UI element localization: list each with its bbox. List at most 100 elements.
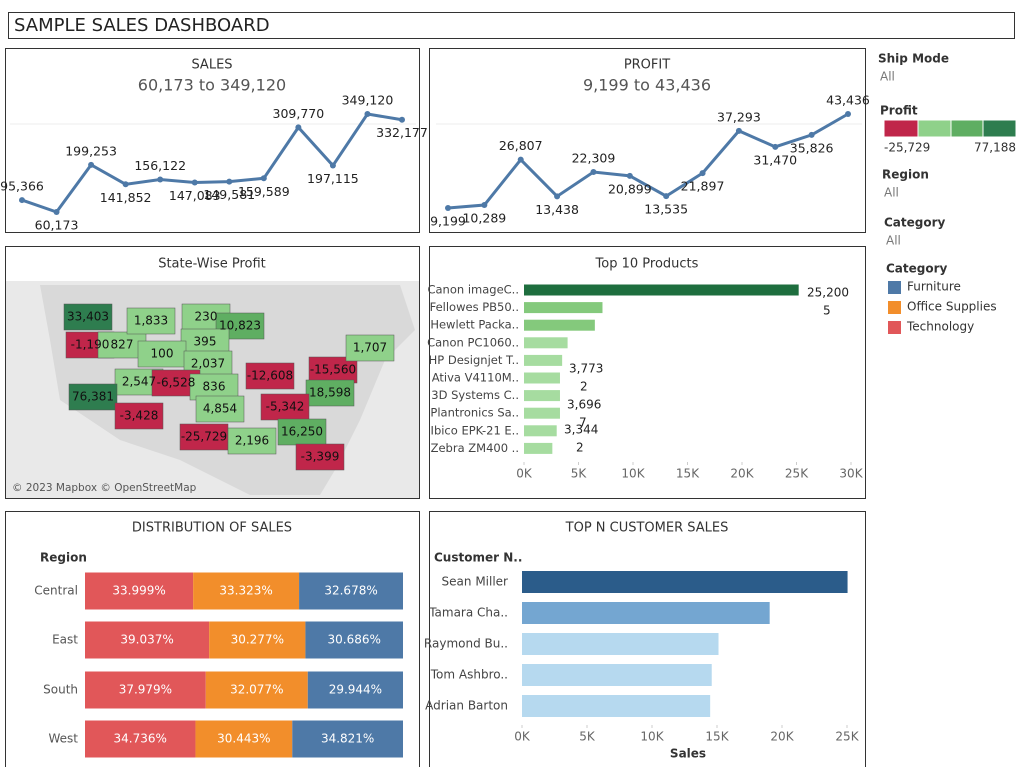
bar bbox=[524, 319, 595, 331]
bar bbox=[522, 602, 770, 624]
data-label: 16,250 bbox=[281, 425, 323, 439]
data-label: 10,289 bbox=[462, 211, 506, 226]
line bbox=[447, 112, 849, 210]
point bbox=[554, 193, 561, 200]
data-label: 76,381 bbox=[72, 390, 114, 404]
annotation: 3,344 bbox=[564, 423, 598, 437]
point bbox=[481, 202, 488, 209]
point bbox=[517, 156, 524, 163]
bar-segment bbox=[85, 671, 206, 709]
panel bbox=[429, 48, 866, 233]
annotation: 3,696 bbox=[567, 398, 601, 412]
point bbox=[226, 178, 233, 185]
data-label: 37,293 bbox=[717, 109, 761, 124]
annotation: 2 bbox=[576, 441, 584, 455]
color-ramp bbox=[950, 119, 984, 138]
state bbox=[195, 395, 245, 423]
data-label: -25,729 bbox=[181, 430, 227, 444]
data-label: -12,608 bbox=[247, 369, 293, 383]
state bbox=[126, 307, 176, 335]
bar-segment bbox=[292, 720, 403, 758]
legend-entry: Office Supplies bbox=[907, 300, 997, 314]
data-label: 37.979% bbox=[119, 683, 172, 697]
y-tick-label: Sean Miller bbox=[442, 575, 509, 589]
y-tick-label: Raymond Bu.. bbox=[424, 637, 508, 651]
data-label: 309,770 bbox=[273, 106, 325, 121]
data-label: 156,122 bbox=[134, 158, 186, 173]
data-label: 395 bbox=[194, 335, 217, 349]
legend-entry: Technology bbox=[906, 320, 974, 334]
point bbox=[122, 181, 129, 188]
data-label: 159,589 bbox=[238, 184, 290, 199]
y-tick-label: 3D Systems C.. bbox=[431, 388, 519, 402]
point bbox=[699, 170, 706, 177]
point bbox=[295, 124, 302, 131]
bar-segment bbox=[85, 572, 194, 610]
point bbox=[735, 127, 742, 134]
y-tick-label: Hewlett Packa.. bbox=[430, 318, 519, 332]
data-label: 33.323% bbox=[219, 584, 272, 598]
data-label: 100 bbox=[151, 347, 174, 361]
chart-title: DISTRIBUTION OF SALES bbox=[132, 521, 292, 536]
filter-label: Ship Mode bbox=[878, 52, 949, 66]
bar-segment bbox=[85, 621, 210, 659]
data-label: 33,403 bbox=[67, 310, 109, 324]
state bbox=[245, 362, 295, 390]
annotation: 3,773 bbox=[569, 362, 603, 376]
data-label: 95,366 bbox=[0, 179, 44, 194]
data-label: 2,037 bbox=[191, 357, 225, 371]
data-label: 34.821% bbox=[321, 732, 374, 746]
bar bbox=[524, 390, 560, 402]
filter-value[interactable]: All bbox=[880, 70, 895, 84]
data-label: 149,581 bbox=[203, 187, 255, 202]
state bbox=[68, 383, 118, 411]
bar bbox=[524, 354, 563, 366]
y-tick-label: South bbox=[43, 683, 78, 697]
data-label: 26,807 bbox=[499, 138, 543, 153]
x-tick-label: 15K bbox=[676, 467, 700, 481]
bar bbox=[524, 425, 557, 437]
y-tick-label: Zebra ZM400 .. bbox=[431, 441, 519, 455]
y-tick-label: Tom Ashbro.. bbox=[430, 668, 508, 682]
x-tick-label: 20K bbox=[770, 730, 794, 744]
data-label: 197,115 bbox=[307, 171, 359, 186]
state bbox=[227, 427, 277, 455]
bar-segment bbox=[205, 671, 308, 709]
bar bbox=[524, 407, 560, 419]
x-tick-label: 0K bbox=[514, 730, 531, 744]
state bbox=[114, 402, 164, 430]
axis-title: Region bbox=[40, 551, 87, 565]
bar-segment bbox=[193, 572, 300, 610]
panel bbox=[429, 246, 866, 499]
filter-label: Category bbox=[884, 216, 946, 230]
data-label: 13,438 bbox=[535, 202, 579, 217]
x-tick-label: 0K bbox=[516, 467, 533, 481]
y-tick-label: Central bbox=[34, 584, 78, 598]
chart-subtitle: 60,173 to 349,120 bbox=[138, 76, 286, 95]
y-tick-label: Tamara Cha.. bbox=[428, 606, 508, 620]
data-label: 836 bbox=[203, 380, 226, 394]
y-tick-label: Canon PC1060.. bbox=[427, 335, 519, 349]
data-label: 2,547 bbox=[122, 375, 156, 389]
data-label: 30.686% bbox=[328, 633, 381, 647]
bar-segment bbox=[209, 621, 306, 659]
x-tick-label: 25K bbox=[835, 730, 859, 744]
data-label: 30.443% bbox=[217, 732, 270, 746]
y-tick-label: Ibico EPK-21 E.. bbox=[431, 423, 519, 437]
annotation: 7 bbox=[579, 416, 587, 430]
bar bbox=[522, 695, 711, 717]
point bbox=[191, 179, 198, 186]
chart-subtitle: 9,199 to 43,436 bbox=[583, 76, 711, 95]
point bbox=[329, 162, 336, 169]
color-ramp bbox=[982, 119, 1017, 138]
point bbox=[772, 143, 779, 150]
filter-value[interactable]: All bbox=[886, 234, 901, 248]
y-tick-label: Ativa V4110M.. bbox=[432, 371, 519, 385]
state bbox=[308, 356, 358, 384]
data-label: 33.999% bbox=[112, 584, 165, 598]
state bbox=[183, 350, 233, 378]
data-label: 1,707 bbox=[353, 341, 387, 355]
data-label: 147,083 bbox=[169, 188, 221, 203]
filter-value[interactable]: All bbox=[884, 186, 899, 200]
legend-max: 77,188 bbox=[974, 141, 1016, 155]
